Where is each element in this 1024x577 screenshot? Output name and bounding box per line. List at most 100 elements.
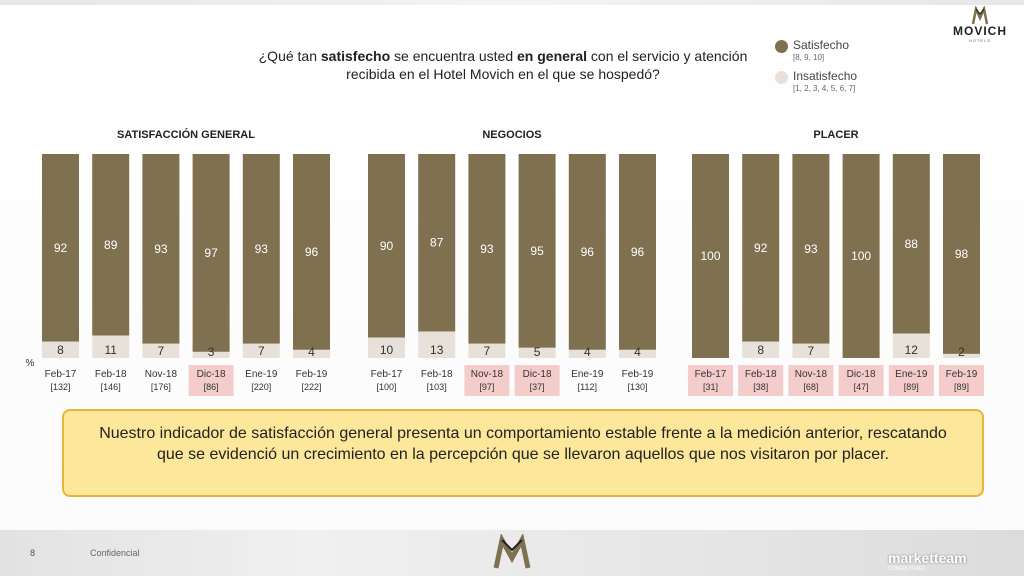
base-label: [37]	[530, 382, 545, 392]
page-number: 8	[30, 548, 36, 558]
data-label-unsatisfied: 5	[534, 345, 541, 359]
data-label-satisfied: 89	[104, 238, 118, 252]
question-bold-1: satisfecho	[320, 48, 391, 64]
tick-label: Feb-19	[946, 369, 978, 380]
bar-unsatisfied	[619, 349, 656, 358]
tick-label: Feb-19	[622, 369, 654, 380]
bar-unsatisfied	[142, 343, 180, 358]
insight-callout: Nuestro indicador de satisfacción genera…	[62, 409, 984, 497]
top-bar	[0, 0, 1024, 5]
chart-title: PLACER	[813, 129, 858, 141]
bar-satisfied	[943, 154, 980, 354]
bar-unsatisfied	[518, 347, 556, 358]
base-highlight	[188, 365, 234, 396]
logo-text: MOVICH	[953, 24, 1007, 38]
data-label-satisfied: 93	[255, 242, 269, 256]
chart-title: SATISFACCIÓN GENERAL	[117, 128, 255, 141]
data-label-satisfied: 92	[54, 241, 68, 255]
legend: Satisfecho [8, 9, 10] Insatisfecho [1, 2…	[775, 38, 905, 100]
movich-logo: MOVICH HOTELS	[940, 6, 1020, 46]
data-label-satisfied: 95	[530, 244, 544, 258]
data-label-satisfied: 97	[204, 246, 218, 260]
chart-title: NEGOCIOS	[482, 129, 541, 141]
data-label-satisfied: 93	[804, 242, 818, 256]
confidential-label: Confidencial	[90, 548, 140, 558]
tick-label: Feb-19	[296, 369, 328, 380]
tick-label: Ene-19	[895, 369, 928, 380]
bar-unsatisfied	[418, 331, 456, 358]
bar-unsatisfied	[242, 343, 280, 358]
base-label: [68]	[803, 382, 818, 392]
bar-satisfied	[293, 154, 330, 350]
bar-unsatisfied	[943, 353, 980, 358]
base-highlight	[939, 365, 984, 396]
base-label: [220]	[251, 382, 271, 392]
marketteam-subtext: CONSULTORES	[888, 566, 926, 572]
bar-satisfied	[418, 154, 456, 332]
base-highlight	[688, 365, 733, 396]
question-bold-2: en general	[517, 48, 588, 64]
bar-unsatisfied	[792, 343, 830, 358]
satisfaction-charts: SATISFACCIÓN GENERAL 92 8 Feb-17 [132] 89 11 Fe…	[26, 128, 984, 396]
bar-satisfied	[792, 154, 830, 344]
bar-unsatisfied	[368, 337, 405, 358]
data-label-satisfied: 96	[581, 245, 595, 259]
data-label-unsatisfied: 4	[584, 345, 591, 359]
base-label: [222]	[301, 382, 321, 392]
movich-monogram-icon	[971, 6, 989, 25]
data-label-unsatisfied: 13	[430, 343, 444, 357]
data-label-satisfied: 93	[480, 242, 494, 256]
base-label: [89]	[904, 382, 919, 392]
bar-satisfied	[742, 154, 780, 342]
legend-item-unsatisfied: Insatisfecho [1, 2, 3, 4, 5, 6, 7]	[775, 69, 905, 93]
data-label-satisfied: 90	[380, 239, 394, 253]
tick-label: Dic-18	[197, 369, 226, 380]
legend-item-satisfied: Satisfecho [8, 9, 10]	[775, 38, 905, 62]
tick-label: Nov-18	[145, 369, 178, 380]
tick-label: Feb-18	[745, 369, 777, 380]
data-label-unsatisfied: 7	[808, 344, 815, 358]
question-text-3: con el servicio y atención recibida en e…	[346, 48, 748, 82]
data-label-satisfied: 100	[700, 249, 720, 263]
base-highlight	[514, 365, 560, 396]
data-label-satisfied: 98	[955, 247, 969, 261]
base-label: [130]	[627, 382, 647, 392]
bar-satisfied	[518, 154, 556, 348]
base-highlight	[738, 365, 784, 396]
legend-label-unsatisfied: Insatisfecho	[793, 69, 858, 83]
bar-unsatisfied	[92, 335, 130, 358]
bar-unsatisfied	[742, 341, 780, 358]
base-highlight	[838, 365, 884, 396]
data-label-satisfied: 96	[631, 245, 645, 259]
base-label: [47]	[854, 382, 869, 392]
data-label-satisfied: 92	[754, 241, 768, 255]
data-label-unsatisfied: 12	[905, 343, 919, 357]
legend-dot-unsatisfied-icon	[775, 71, 788, 84]
legend-label-satisfied: Satisfecho	[793, 38, 850, 52]
bar-unsatisfied	[293, 349, 330, 358]
bar-satisfied	[242, 154, 280, 344]
marketteam-logo: marketteam	[888, 550, 967, 566]
base-label: [100]	[376, 382, 396, 392]
base-label: [176]	[151, 382, 171, 392]
bar-satisfied	[842, 154, 880, 358]
bar-satisfied	[92, 154, 130, 336]
tick-label: Feb-17	[695, 369, 727, 380]
data-label-unsatisfied: 10	[380, 343, 394, 357]
logo-subtext: HOTELS	[968, 38, 991, 43]
bar-unsatisfied	[468, 343, 506, 358]
tick-label: Dic-18	[847, 369, 876, 380]
bar-unsatisfied	[42, 341, 79, 358]
footer-monogram-icon	[490, 532, 534, 572]
data-label-satisfied: 100	[851, 249, 871, 263]
data-label-unsatisfied: 7	[158, 344, 165, 358]
bar-unsatisfied	[192, 351, 230, 358]
data-label-satisfied: 96	[305, 245, 319, 259]
bar-satisfied	[42, 154, 79, 342]
bar-unsatisfied	[568, 349, 606, 358]
base-highlight	[788, 365, 834, 396]
data-label-unsatisfied: 3	[208, 345, 215, 359]
tick-label: Feb-18	[95, 369, 127, 380]
legend-range-satisfied: [8, 9, 10]	[793, 53, 825, 62]
tick-label: Feb-18	[421, 369, 453, 380]
